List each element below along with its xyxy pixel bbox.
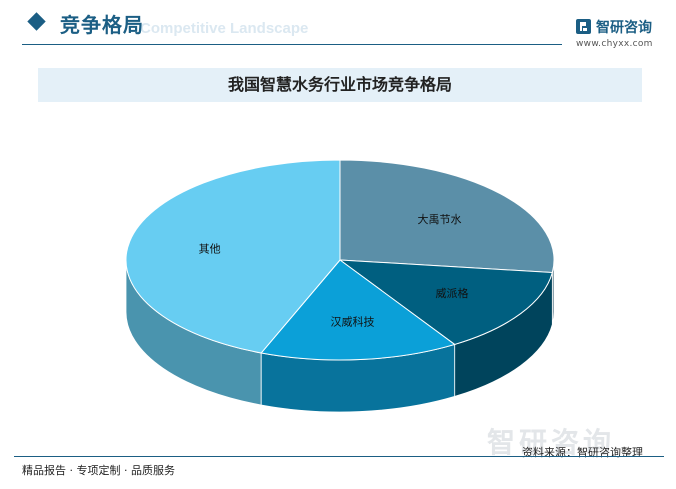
brand-url: www.chyxx.com [576, 39, 653, 49]
pie-slice-1 [338, 259, 553, 345]
pie-label-3: 其他 [199, 242, 221, 255]
pie-label-0: 大禹节水 [418, 212, 462, 226]
chart-title: 我国智慧水务行业市场竞争格局 [227, 75, 452, 94]
page-subtitle: Competitive Landscape [140, 20, 309, 37]
brand-name: 智研咨询 [596, 20, 652, 36]
pie-slice-0 [339, 159, 555, 274]
pie-tops [125, 159, 555, 361]
pie-label-1: 威派格 [436, 286, 469, 300]
footer-divider [14, 456, 664, 457]
header: Competitive Landscape 竞争格局 智研咨询 www.chyx… [0, 0, 676, 51]
chart-title-box: 我国智慧水务行业市场竞争格局 [38, 68, 642, 102]
page-title: 竞争格局 [60, 13, 144, 37]
footer-slogan: 精品报告 · 专项定制 · 品质服务 [22, 464, 175, 477]
pie-slice-2 [260, 259, 456, 361]
source-note: 资料来源：智研咨询整理 [522, 446, 643, 459]
pie-sides [125, 259, 555, 413]
brand: 智研咨询 www.chyxx.com [576, 17, 668, 51]
watermark: 智研咨询 [487, 426, 616, 459]
header-divider [22, 44, 562, 45]
pie-slice-3 [125, 159, 341, 354]
brand-logo-icon [576, 19, 591, 34]
pie-label-2: 汉威科技 [330, 315, 374, 329]
